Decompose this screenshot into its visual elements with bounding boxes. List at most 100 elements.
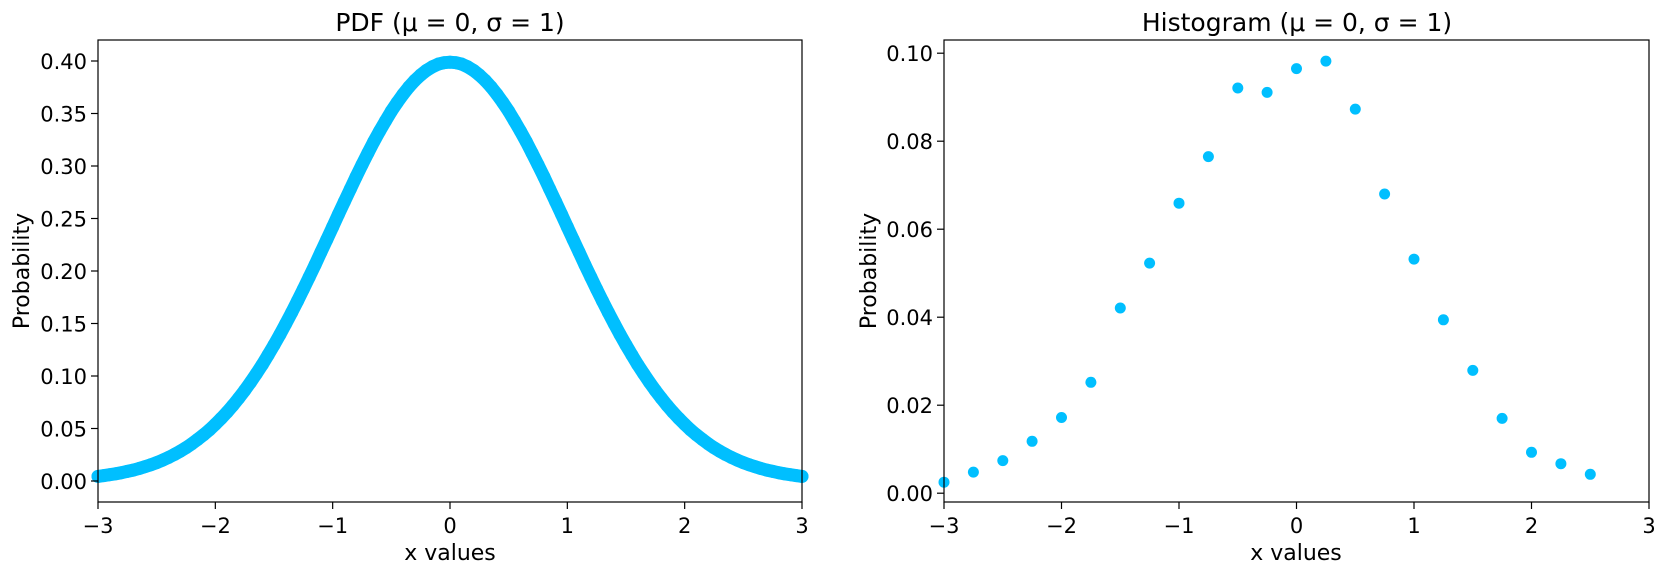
- histogram-data-point: [1232, 82, 1244, 94]
- histogram-x-tick-label: 3: [1642, 514, 1655, 538]
- pdf-data-point: [355, 158, 369, 172]
- histogram-data-point: [1467, 364, 1479, 376]
- histogram-data-point: [1584, 468, 1596, 480]
- pdf-data-point: [519, 135, 533, 149]
- pdf-x-ticks: −3 −2 −1 0 1 2 3: [83, 502, 809, 538]
- histogram-y-tick-label: 0.06: [886, 218, 933, 242]
- histogram-x-ticks: −3 −2 −1 0 1 2 3: [929, 502, 1656, 538]
- pdf-y-tick-label: 0.35: [40, 103, 87, 127]
- histogram-data-point: [1085, 376, 1097, 388]
- pdf-data-point: [625, 348, 639, 362]
- histogram-data-point: [1114, 302, 1126, 314]
- histogram-data-point: [1379, 188, 1391, 200]
- pdf-data-point: [537, 170, 551, 184]
- pdf-y-tick-label: 0.00: [40, 470, 87, 494]
- histogram-data-point: [1144, 257, 1156, 269]
- pdf-data-point: [566, 233, 580, 247]
- pdf-y-tick-label: 0.25: [40, 208, 87, 232]
- histogram-data-point: [1437, 314, 1449, 326]
- pdf-data-point: [267, 338, 281, 352]
- pdf-data-point: [343, 182, 357, 196]
- histogram-data-point: [1291, 63, 1302, 75]
- pdf-data-point: [525, 146, 539, 160]
- histogram-data-point: [1408, 253, 1420, 265]
- histogram-data-point: [1349, 103, 1361, 115]
- pdf-data-point: [502, 104, 516, 118]
- pdf-data-point: [337, 195, 351, 209]
- pdf-data-point: [361, 146, 375, 160]
- pdf-data-point: [320, 233, 334, 247]
- histogram-chart-title: Histogram (μ = 0, σ = 1): [1142, 8, 1452, 37]
- histogram-x-tick-label: −3: [929, 514, 960, 538]
- pdf-data-point: [373, 124, 387, 138]
- histogram-y-tick-label: 0.00: [886, 482, 933, 506]
- pdf-data-point: [560, 220, 574, 234]
- pdf-data-point: [555, 207, 568, 221]
- pdf-plot-frame: [97, 39, 803, 503]
- chart-pdf: PDF (μ = 0, σ = 1) 0.00 0.05 0.10 0.15 0.20 0…: [10, 8, 809, 566]
- pdf-curve-band: [91, 55, 809, 483]
- pdf-data-point: [607, 317, 621, 331]
- pdf-data-point: [314, 245, 328, 259]
- pdf-x-tick-label: 0: [443, 514, 456, 538]
- pdf-data-point: [531, 158, 545, 172]
- pdf-data-point: [255, 358, 269, 372]
- pdf-data-point: [332, 207, 345, 221]
- pdf-data-point: [619, 338, 633, 352]
- pdf-y-tick-label: 0.15: [40, 313, 87, 337]
- histogram-data-point: [1555, 458, 1567, 470]
- pdf-data-point: [326, 220, 340, 234]
- pdf-data-point: [308, 258, 322, 272]
- histogram-data-point: [997, 455, 1009, 467]
- pdf-data-point: [285, 306, 299, 320]
- histogram-data-point: [1202, 151, 1214, 163]
- pdf-y-tick-label: 0.10: [40, 365, 87, 389]
- pdf-data-point: [572, 245, 586, 259]
- histogram-data-point: [1320, 55, 1332, 67]
- pdf-data-point: [367, 135, 381, 149]
- pdf-y-axis-label: Probability: [10, 213, 35, 329]
- pdf-data-point: [601, 306, 615, 320]
- histogram-y-tick-label: 0.08: [886, 130, 933, 154]
- histogram-data-point: [1496, 412, 1508, 424]
- histogram-y-tick-label: 0.04: [886, 306, 933, 330]
- pdf-data-point: [379, 114, 392, 128]
- histogram-x-tick-label: 1: [1407, 514, 1420, 538]
- histogram-data-point: [967, 466, 979, 478]
- histogram-x-tick-label: 2: [1525, 514, 1538, 538]
- pdf-data-point: [261, 348, 275, 362]
- pdf-data-point: [349, 170, 363, 184]
- pdf-data-point: [584, 270, 598, 284]
- pdf-data-point: [302, 270, 316, 284]
- pdf-y-tick-label: 0.40: [40, 50, 87, 74]
- pdf-data-point: [613, 328, 627, 342]
- histogram-x-tick-label: −1: [1164, 514, 1195, 538]
- pdf-x-tick-label: −1: [317, 514, 348, 538]
- pdf-data-point: [296, 282, 310, 296]
- pdf-x-tick-label: 3: [795, 514, 808, 538]
- pdf-data-point: [590, 282, 604, 296]
- histogram-data-point: [1056, 412, 1067, 423]
- pdf-y-ticks: 0.00 0.05 0.10 0.15 0.20 0.25 0.30 0.35 0.40: [40, 50, 98, 494]
- pdf-points: [91, 55, 809, 483]
- histogram-y-tick-label: 0.10: [886, 42, 933, 66]
- histogram-data-point: [1026, 435, 1038, 447]
- pdf-data-point: [543, 182, 557, 196]
- pdf-x-tick-label: 2: [678, 514, 691, 538]
- pdf-y-tick-label: 0.20: [40, 260, 87, 284]
- pdf-data-point: [513, 124, 527, 138]
- histogram-y-ticks: 0.00 0.02 0.04 0.06 0.08 0.10: [886, 42, 944, 506]
- pdf-x-tick-label: 1: [561, 514, 574, 538]
- histogram-x-axis-label: x values: [1250, 541, 1342, 566]
- pdf-chart-title: PDF (μ = 0, σ = 1): [335, 8, 564, 37]
- pdf-x-tick-label: −2: [200, 514, 231, 538]
- pdf-data-point: [291, 294, 304, 308]
- pdf-data-point: [279, 317, 293, 331]
- histogram-x-tick-label: −2: [1046, 514, 1077, 538]
- pdf-data-point: [549, 195, 563, 209]
- pdf-y-tick-label: 0.05: [40, 418, 87, 442]
- pdf-data-point: [596, 294, 609, 308]
- histogram-y-tick-label: 0.02: [886, 394, 933, 418]
- pdf-x-tick-label: −3: [83, 514, 114, 538]
- histogram-data-point: [1261, 86, 1273, 98]
